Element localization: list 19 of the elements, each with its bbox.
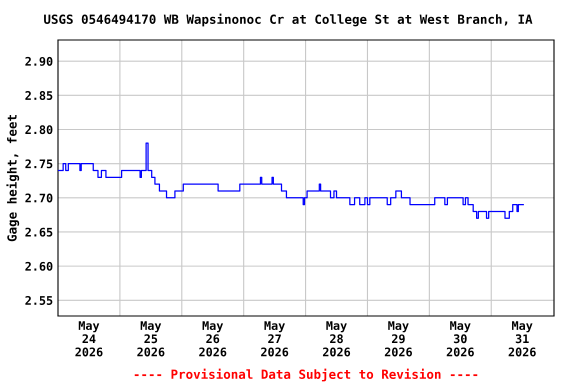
y-tick-label: 2.65: [25, 228, 52, 237]
x-tick-label: May 30 2026: [446, 321, 474, 356]
x-tick-label: May 28 2026: [322, 321, 350, 356]
y-tick-label: 2.60: [25, 262, 52, 271]
y-tick-label: 2.85: [25, 91, 52, 100]
y-axis-title: Gage height, feet: [6, 115, 20, 242]
x-tick-label: May 25 2026: [137, 321, 164, 356]
y-tick-label: 2.90: [25, 56, 52, 66]
x-tick-label: May 24 2026: [75, 321, 103, 356]
x-tick-label: May 29 2026: [384, 321, 412, 356]
y-tick-label: 2.75: [25, 159, 52, 168]
y-tick-label: 2.55: [25, 296, 52, 305]
text: ---- Provisional Data Subject to Revision ----: [134, 368, 478, 382]
y-tick-label: 2.80: [25, 125, 52, 134]
y-tick-label: 2.70: [25, 194, 52, 202]
x-tick-label: May 27 2026: [261, 321, 288, 356]
x-tick-label: May 31 2026: [508, 321, 536, 356]
chart-title: USGS 0546494170 WB Wapsinonoc Cr at College St at West Branch, IA: [44, 14, 532, 26]
x-tick-label: May 26 2026: [199, 321, 226, 356]
